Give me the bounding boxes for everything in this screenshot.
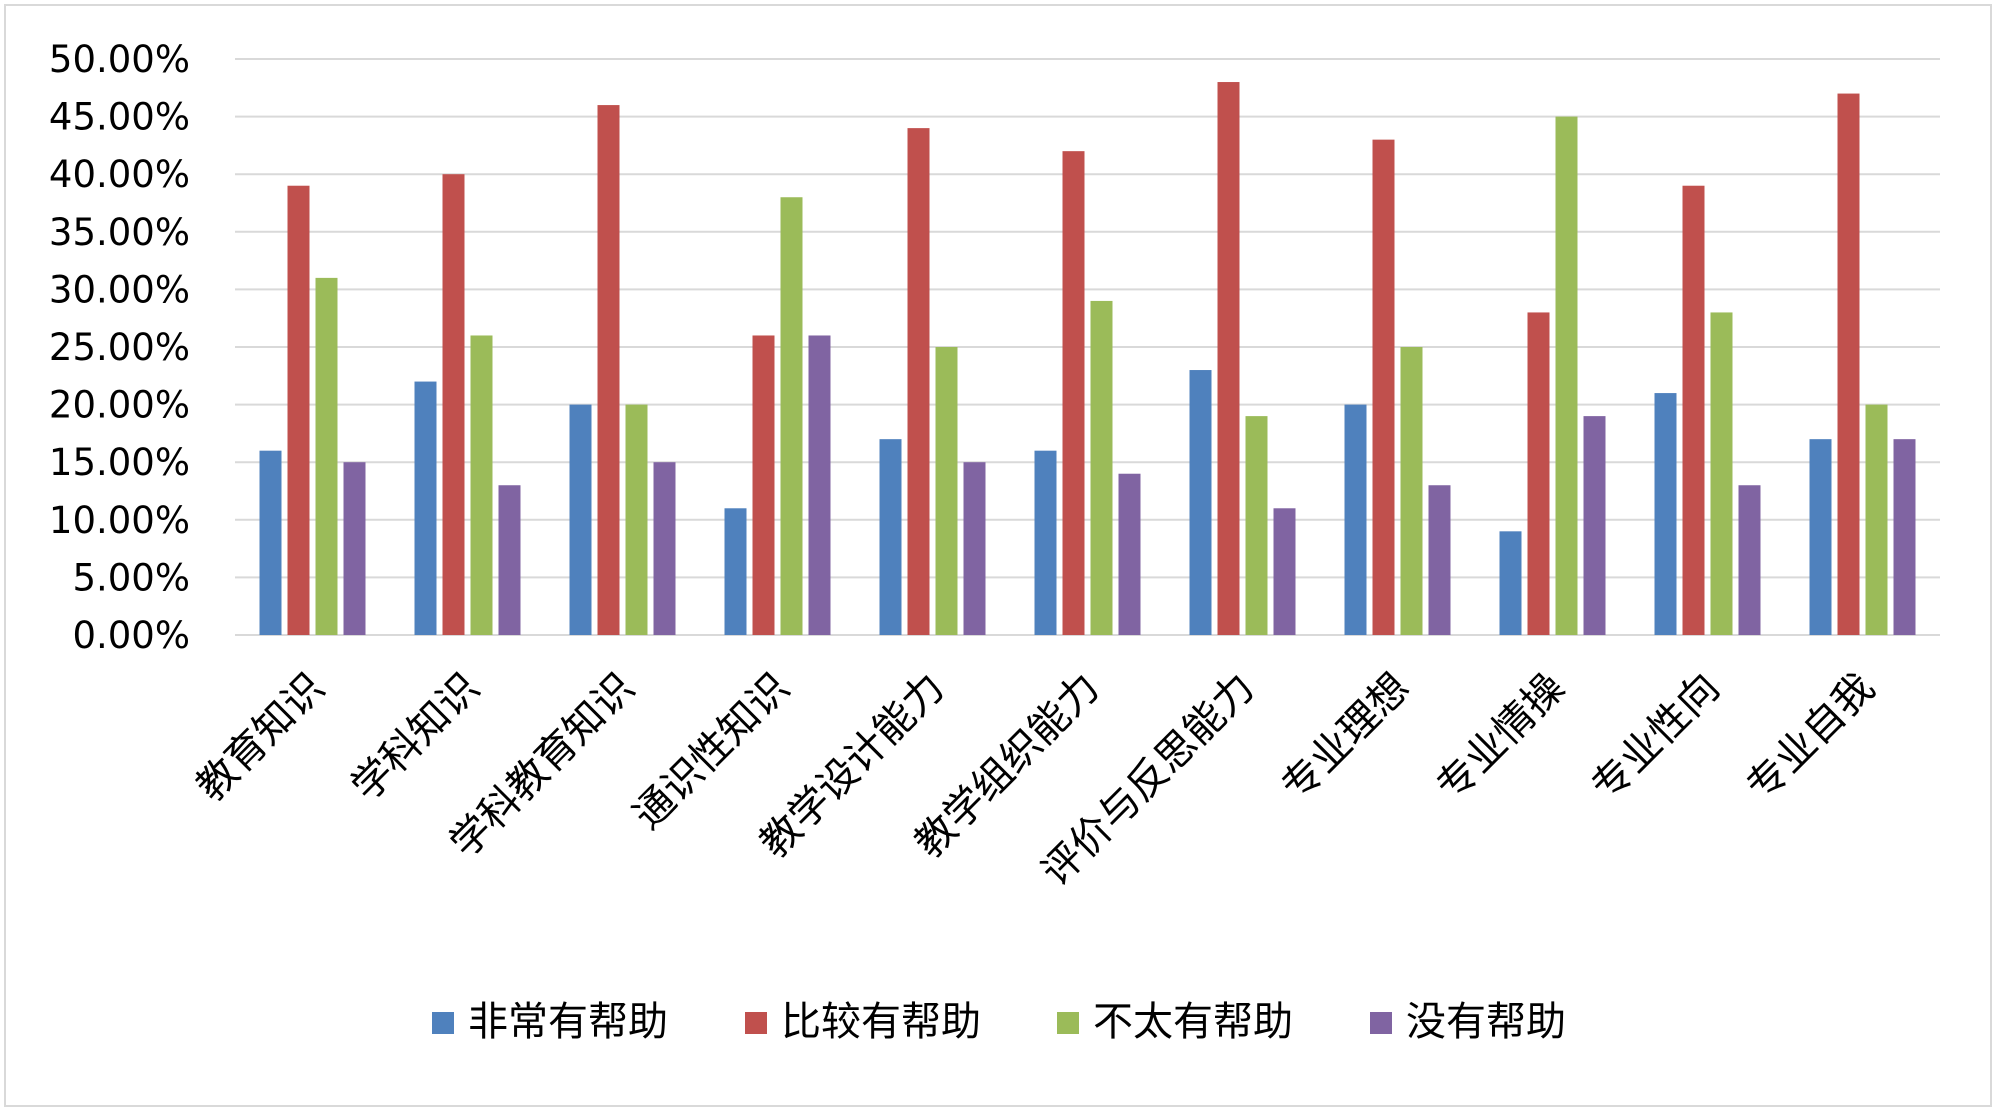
y-tick-label: 30.00% <box>49 268 190 311</box>
legend: 非常有帮助 比较有帮助 不太有帮助 没有帮助 <box>432 999 1566 1045</box>
bar-1-6 <box>1034 450 1057 635</box>
x-tick-label: 专业情操 <box>1428 665 1574 811</box>
bar-4-10 <box>1738 485 1761 635</box>
bar-3-3 <box>625 404 648 635</box>
legend-swatch <box>432 1012 454 1034</box>
legend-label: 比较有帮助 <box>781 999 981 1045</box>
y-tick-label: 5.00% <box>72 556 190 599</box>
bar-4-7 <box>1273 508 1296 635</box>
bar-4-4 <box>808 335 831 635</box>
bar-2-6 <box>1062 151 1085 635</box>
bar-2-1 <box>287 185 310 635</box>
bar-2-7 <box>1217 82 1240 636</box>
bar-2-5 <box>907 128 930 635</box>
legend-swatch <box>1370 1012 1392 1034</box>
bar-2-11 <box>1837 93 1860 635</box>
y-tick-label: 15.00% <box>49 441 190 484</box>
bar-4-9 <box>1583 416 1606 635</box>
bar-3-5 <box>935 347 958 635</box>
bar-1-2 <box>414 381 437 635</box>
x-tick-label: 学科知识 <box>343 665 489 811</box>
bar-2-2 <box>442 174 465 635</box>
bar-1-9 <box>1499 531 1522 635</box>
bar-1-4 <box>724 508 747 635</box>
legend-label: 没有帮助 <box>1406 999 1566 1045</box>
bar-3-7 <box>1245 416 1268 635</box>
bar-3-9 <box>1555 116 1578 636</box>
bar-1-1 <box>259 450 282 635</box>
x-tick-label: 专业自我 <box>1738 665 1884 811</box>
y-tick-label: 0.00% <box>72 614 190 657</box>
y-axis-tick-labels: 0.00% 5.00% 10.00% 15.00% 20.00% 25.00% 30.00%… <box>49 38 190 657</box>
legend-swatch <box>1057 1012 1079 1034</box>
bar-3-1 <box>315 277 338 635</box>
y-tick-label: 10.00% <box>49 499 190 542</box>
bar-3-4 <box>780 197 803 636</box>
bar-1-11 <box>1809 439 1832 635</box>
bar-4-3 <box>653 462 676 635</box>
y-tick-label: 50.00% <box>49 38 190 81</box>
y-tick-label: 40.00% <box>49 153 190 196</box>
bar-4-2 <box>498 485 521 635</box>
bar-2-8 <box>1372 139 1395 635</box>
bar-3-8 <box>1400 347 1423 635</box>
y-tick-label: 45.00% <box>49 96 190 139</box>
legend-swatch <box>745 1012 767 1034</box>
legend-label: 非常有帮助 <box>468 999 668 1045</box>
x-tick-label: 教育知识 <box>188 665 334 811</box>
bar-4-1 <box>343 462 366 635</box>
bar-3-11 <box>1865 404 1888 635</box>
bar-3-6 <box>1090 300 1113 635</box>
bar-3-2 <box>470 335 493 635</box>
bar-2-10 <box>1682 185 1705 635</box>
bar-4-5 <box>963 462 986 635</box>
bar-1-3 <box>569 404 592 635</box>
bar-1-10 <box>1654 393 1677 635</box>
bar-4-11 <box>1893 439 1916 635</box>
bar-1-5 <box>879 439 902 635</box>
bar-3-10 <box>1710 312 1733 635</box>
bar-2-3 <box>597 105 620 635</box>
y-tick-label: 20.00% <box>49 384 190 427</box>
bar-1-7 <box>1189 370 1212 635</box>
bar-2-9 <box>1527 312 1550 635</box>
bar-1-8 <box>1344 404 1367 635</box>
bar-4-6 <box>1118 473 1141 635</box>
bar-4-8 <box>1428 485 1451 635</box>
x-tick-label: 专业性向 <box>1583 665 1729 811</box>
x-tick-label: 专业理想 <box>1273 665 1419 811</box>
y-tick-label: 35.00% <box>49 211 190 254</box>
y-tick-label: 25.00% <box>49 326 190 369</box>
legend-label: 不太有帮助 <box>1093 999 1293 1045</box>
bars <box>259 82 1916 636</box>
bar-2-4 <box>752 335 775 635</box>
